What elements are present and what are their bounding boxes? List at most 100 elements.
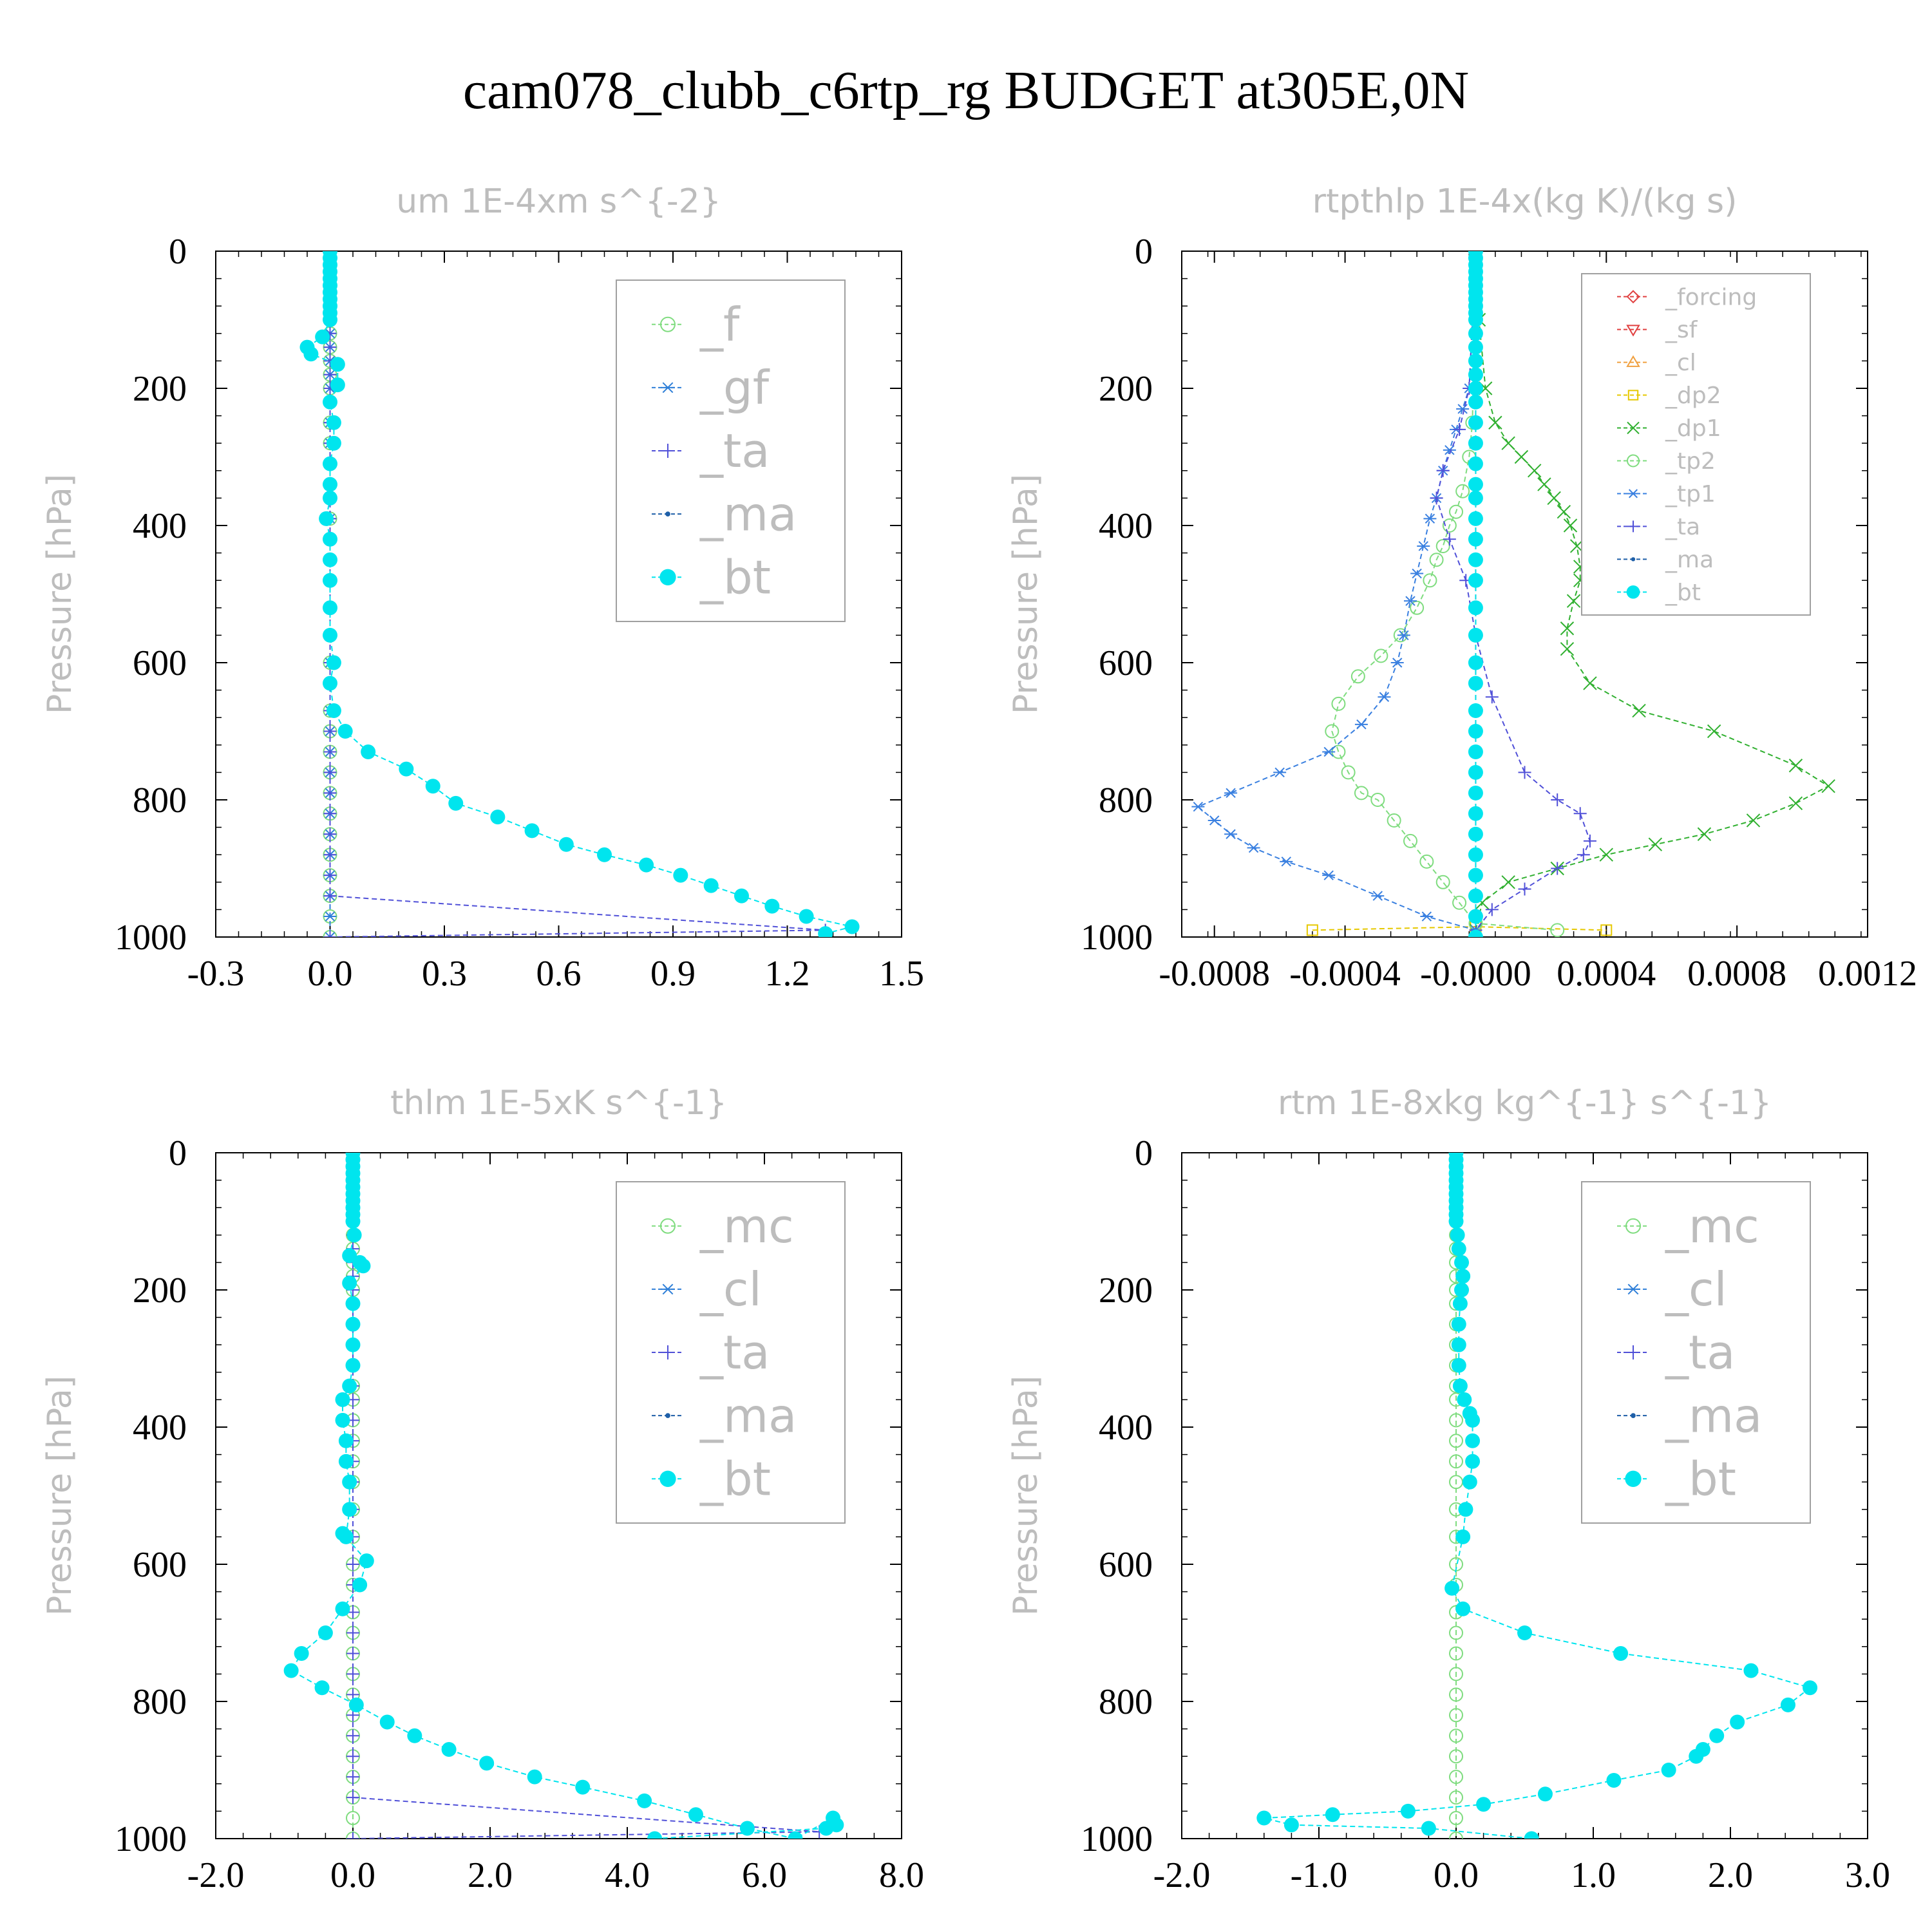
legend-marker — [1626, 585, 1640, 599]
data-point-_bt — [326, 415, 341, 430]
x-tick-label: -0.3 — [187, 954, 245, 994]
data-point-_bt — [490, 810, 506, 825]
legend-label: _ma — [1665, 1388, 1762, 1443]
data-point-_bt — [323, 490, 337, 506]
x-tick-label: 0.0 — [1434, 1855, 1479, 1895]
data-point-_ta — [323, 786, 337, 800]
data-point-_ta — [323, 889, 337, 903]
data-point-_bt — [355, 1258, 371, 1274]
data-point-_ta — [1577, 848, 1590, 862]
data-point-_bt — [1468, 339, 1483, 355]
legend-box — [1581, 273, 1811, 616]
legend-marker — [1627, 520, 1639, 533]
data-point-_bt — [1606, 1772, 1622, 1788]
data-point-_bt — [673, 867, 688, 883]
data-point-_bt — [647, 1831, 663, 1839]
legend-label: _cl — [699, 1262, 762, 1316]
data-point-_ta — [1485, 690, 1499, 704]
legend-marker — [1627, 421, 1640, 435]
data-point-_ta — [346, 1832, 359, 1839]
x-tick-label: 0.0 — [330, 1855, 375, 1895]
data-point-_bt — [1457, 1392, 1472, 1407]
x-tick-label: 0.0 — [308, 954, 353, 994]
data-point-_dp1 — [1566, 594, 1581, 608]
data-point-_bt — [818, 926, 833, 937]
data-point-_bt — [1468, 785, 1483, 800]
data-point-_mc — [1449, 1434, 1463, 1448]
y-tick-label: 600 — [133, 1545, 187, 1585]
y-axis-label: Pressure [hPa] — [41, 474, 79, 714]
data-point-_bt — [1468, 703, 1483, 719]
legend-label: _ta — [1665, 514, 1700, 540]
data-point-_tp2 — [1429, 553, 1444, 567]
data-point-_bt — [323, 627, 337, 643]
data-point-_bt — [688, 1807, 703, 1823]
data-point-_ta — [1551, 862, 1564, 875]
y-tick-label: 400 — [1099, 1408, 1153, 1448]
data-point-_ta — [323, 869, 337, 882]
y-tick-label: 0 — [1135, 1133, 1153, 1173]
legend-label: _mc — [699, 1199, 794, 1253]
data-point-_bt — [1452, 1378, 1468, 1394]
data-point-_mc — [1449, 1790, 1463, 1805]
data-point-_bt — [703, 878, 719, 893]
data-point-_bt — [1780, 1697, 1795, 1712]
data-point-_tp2 — [1354, 786, 1368, 800]
data-point-_bt — [1709, 1728, 1725, 1743]
y-axis-label: Pressure [hPa] — [41, 1376, 79, 1616]
data-point-_dp1 — [1648, 837, 1663, 851]
data-point-_ta — [323, 848, 337, 862]
data-point-_bt — [1450, 1227, 1465, 1243]
data-point-_bt — [1613, 1645, 1629, 1661]
data-point-_bt — [425, 779, 440, 794]
data-point-_mc — [1449, 1811, 1463, 1826]
data-point-_bt — [1465, 1433, 1481, 1448]
y-tick-label: 200 — [1099, 369, 1153, 409]
data-point-_tp1 — [1224, 829, 1238, 839]
series-layer — [299, 251, 860, 937]
x-tick-label: -0.0000 — [1420, 954, 1531, 994]
y-tick-label: 800 — [1099, 781, 1153, 820]
data-point-_bt — [335, 1392, 350, 1407]
data-point-_ta — [1436, 464, 1450, 477]
data-point-_bt — [326, 655, 341, 670]
data-point-_ta — [1485, 903, 1499, 916]
legend-marker — [660, 1218, 676, 1234]
chart-panel-4: rtm 1E-8xkg kg^{-1} s^{-1} Pressure [hPa]… — [1007, 1084, 1890, 1895]
data-point-_bt — [1468, 326, 1483, 341]
data-point-_mc — [1449, 1749, 1463, 1764]
data-point-_bt — [441, 1742, 457, 1757]
data-point-_tp1 — [1443, 445, 1456, 455]
data-point-_bt — [1468, 367, 1483, 383]
data-point-_tp2 — [1455, 484, 1470, 498]
y-tick-label: 1000 — [1081, 1819, 1153, 1859]
y-tick-label: 0 — [169, 232, 187, 272]
legend-marker — [661, 444, 675, 458]
data-point-_bt — [326, 703, 341, 719]
data-point-_gf — [323, 932, 337, 937]
data-point-_mc — [1449, 1728, 1463, 1743]
legend-marker — [661, 1283, 675, 1295]
data-point-_bt — [335, 1412, 350, 1428]
data-point-_ta — [323, 368, 337, 381]
x-tick-label: 0.0008 — [1687, 954, 1786, 994]
data-point-_bt — [345, 1337, 361, 1352]
y-tick-label: 600 — [1099, 643, 1153, 683]
legend-marker — [1626, 290, 1640, 304]
legend-label: _dp2 — [1665, 383, 1721, 409]
data-point-_bt — [399, 761, 414, 777]
data-point-_bt — [1537, 1786, 1553, 1802]
data-point-_bt — [1468, 655, 1483, 670]
data-point-_bt — [294, 1645, 309, 1661]
data-point-_bt — [323, 477, 337, 492]
data-point-_bt — [323, 312, 337, 327]
data-point-_bt — [764, 898, 780, 914]
data-point-_tp2 — [1423, 573, 1437, 588]
data-point-_bt — [799, 909, 814, 924]
x-tick-label: 2.0 — [468, 1855, 513, 1895]
data-point-_bt — [323, 552, 337, 567]
data-point-_bt — [1468, 600, 1483, 616]
data-point-_tp2 — [1370, 793, 1385, 807]
series-line-_ta — [1435, 251, 1591, 931]
